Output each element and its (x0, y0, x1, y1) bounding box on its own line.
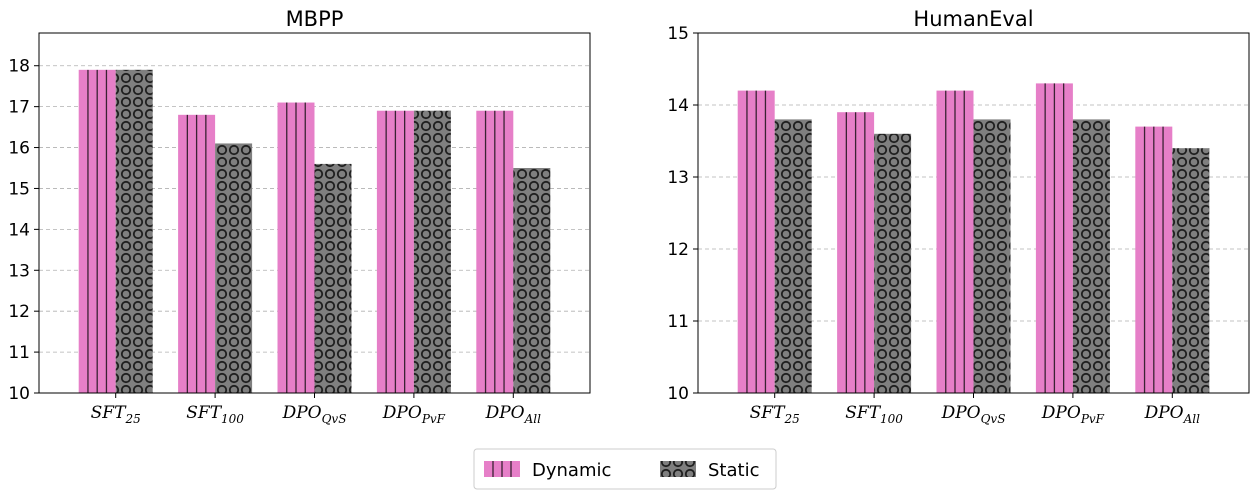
mbpp-ytick-label: 15 (8, 179, 30, 199)
mbpp-bar-static-dpo-all (513, 168, 551, 393)
legend-label-dynamic: Dynamic (532, 460, 611, 481)
humaneval-ytick-label: 15 (667, 24, 689, 44)
mbpp-ytick-label: 14 (8, 220, 30, 240)
mbpp-ytick-label: 13 (8, 261, 30, 281)
legend-frame (473, 448, 777, 490)
humaneval-xtick-label-dpo-pvf: DPOPvF (1041, 403, 1105, 426)
humaneval-bar-static-dpo-pvf (1072, 119, 1110, 394)
legend-swatch-static (660, 461, 696, 477)
mbpp-title: MBPP (286, 7, 344, 31)
humaneval-ytick-label: 14 (667, 96, 689, 116)
humaneval-ytick-label: 10 (667, 384, 689, 404)
mbpp-ytick-label: 11 (8, 343, 30, 363)
humaneval-ytick-label: 11 (667, 312, 689, 332)
humaneval-xtick-label-dpo-qvs: DPOQvS (941, 403, 1006, 426)
mbpp-xtick-label-dpo-qvs: DPOQvS (282, 403, 347, 426)
humaneval-bar-static-dpo-qvs (973, 119, 1011, 394)
mbpp-bar-static-sft-100 (215, 143, 253, 393)
mbpp-chart: 10 11 12 13 14 15 16 17 18 SFT25 SFT100 DPOQvS DPOPv… (8, 7, 591, 426)
humaneval-ytick-label: 12 (667, 240, 689, 260)
mbpp-ytick-label: 16 (8, 139, 30, 159)
mbpp-ytick-label: 17 (8, 98, 30, 118)
mbpp-ytick-label: 12 (8, 302, 30, 322)
mbpp-ytick-label: 10 (8, 384, 30, 404)
mbpp-bar-static-dpo-pvf (413, 110, 451, 394)
humaneval-title: HumanEval (913, 7, 1033, 31)
legend-swatch-dynamic-hatch (492, 461, 512, 477)
humaneval-xtick-label-sft-100: SFT100 (845, 403, 903, 426)
humaneval-xtick-label-sft-25: SFT25 (750, 403, 800, 426)
mbpp-xtick-label-dpo-pvf: DPOPvF (382, 403, 446, 426)
mbpp-xtick-label-sft-100: SFT100 (186, 403, 244, 426)
legend-label-static: Static (708, 460, 759, 481)
mbpp-bar-static-sft-25 (115, 69, 153, 394)
humaneval-xtick-label-dpo-all: DPOAll (1144, 403, 1201, 426)
mbpp-axes-frame (38, 32, 591, 394)
mbpp-bar-static-dpo-qvs (314, 163, 352, 393)
humaneval-chart: 10 11 12 13 14 15 SFT25 SFT100 DPOQvS DPOPvF DPOAl… (667, 7, 1250, 426)
humaneval-ytick-label: 13 (667, 168, 689, 188)
humaneval-bar-static-dpo-all (1172, 148, 1210, 393)
humaneval-bar-static-sft-100 (874, 133, 912, 394)
mbpp-xtick-label-dpo-all: DPOAll (485, 403, 542, 426)
legend: Dynamic Static (473, 448, 777, 490)
humaneval-bar-static-sft-25 (774, 119, 812, 394)
mbpp-xtick-label-sft-25: SFT25 (91, 403, 141, 426)
humaneval-axes-frame (697, 32, 1250, 394)
mbpp-ytick-label: 18 (8, 57, 30, 77)
